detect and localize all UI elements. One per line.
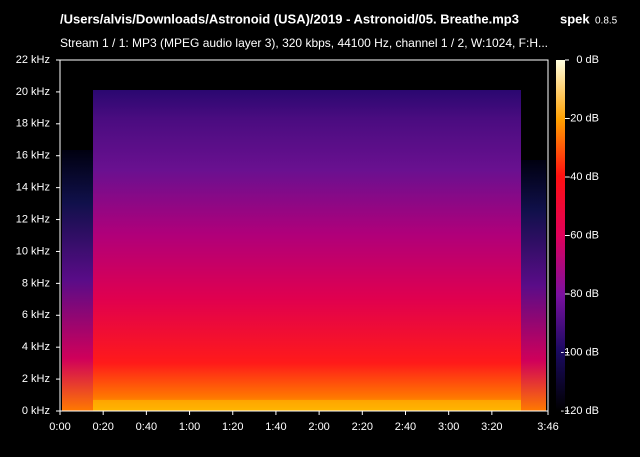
y-tick-label: 12 kHz [16,213,50,225]
axes: 0:00 0:20 0:40 1:00 1:20 1:40 2:00 2:20 2:40 3:00… [16,54,599,433]
y-tick-label: 8 kHz [22,277,50,289]
x-tick-label: 2:20 [352,421,373,433]
x-tick-label: 0:40 [136,421,157,433]
x-tick-label: 1:00 [179,421,200,433]
x-tick-label: 1:40 [265,421,286,433]
subtitle: Stream 1 / 1: MP3 (MPEG audio layer 3), … [60,36,548,50]
color-tick-label: -120 dB [560,405,599,417]
title: /Users/alvis/Downloads/Astronoid (USA)/2… [60,11,519,26]
x-tick-label: 3:00 [438,421,459,433]
color-tick-label: -80 dB [567,288,599,300]
x-tick-label: 3:20 [481,421,502,433]
color-tick-label: 0 dB [576,54,599,66]
x-tick-label: 0:20 [92,421,113,433]
x-tick-label: 2:40 [395,421,416,433]
spectrum-intro [62,150,96,411]
spectrum-body [93,90,521,411]
y-tick-label: 16 kHz [16,150,50,162]
color-bar [556,60,565,411]
color-tick-label: -100 dB [560,346,599,358]
x-tick-label: 2:00 [308,421,329,433]
x-tick-label: 3:46 [537,421,558,433]
y-tick-label: 10 kHz [16,245,50,257]
y-tick-label: 0 kHz [22,405,50,417]
app-name: spek [560,11,590,26]
app-version: 0.8.5 [595,16,618,27]
y-tick-label: 18 kHz [16,118,50,130]
y-tick-label: 14 kHz [16,182,50,194]
y-tick-label: 20 kHz [16,86,50,98]
spectrogram-image [62,90,546,411]
y-tick-label: 22 kHz [16,54,50,66]
color-tick-label: -60 dB [567,229,599,241]
spectrum-outro [518,160,546,411]
color-tick-label: -40 dB [567,171,599,183]
y-tick-label: 4 kHz [22,341,50,353]
spectrum-bass [93,400,521,411]
y-tick-label: 2 kHz [22,373,50,385]
x-tick-label: 1:20 [222,421,243,433]
x-tick-label: 0:00 [49,421,70,433]
y-tick-label: 6 kHz [22,309,50,321]
plot-frame [59,59,549,412]
color-tick-label: -20 dB [567,112,599,124]
